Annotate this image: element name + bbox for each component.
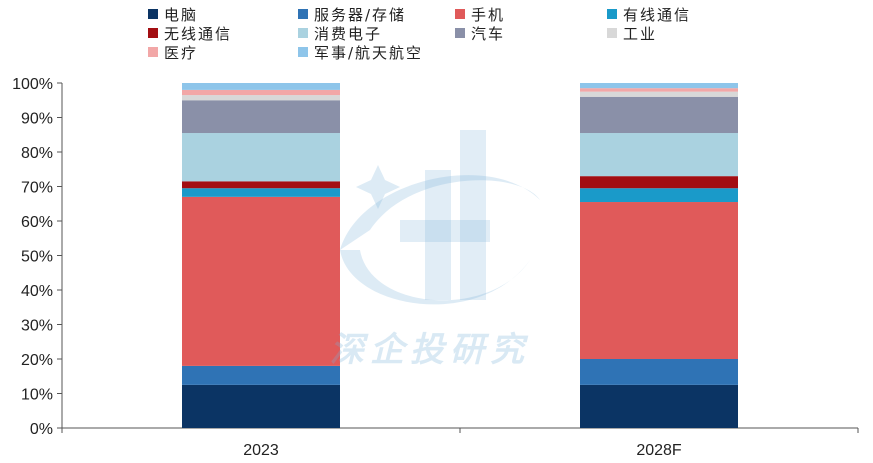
legend-item: 无线通信 bbox=[148, 23, 232, 43]
legend-swatch bbox=[607, 28, 617, 38]
legend-label: 有线通信 bbox=[623, 5, 692, 24]
bar-segment bbox=[182, 83, 340, 90]
bar-segment bbox=[182, 100, 340, 134]
bar-segment bbox=[580, 188, 738, 203]
bar-segment bbox=[580, 202, 738, 359]
legend-label: 电脑 bbox=[164, 5, 199, 24]
legend-item: 工业 bbox=[607, 23, 657, 43]
bar-segment bbox=[182, 133, 340, 182]
x-axis: 2023 2028F bbox=[61, 427, 859, 459]
bar-segment bbox=[182, 188, 340, 197]
legend: 电脑 服务器/存储 手机 有线通信无线通信 消费电子 汽车 工业医疗 军事/航天航空 bbox=[0, 0, 873, 66]
y-axis: 0% 10% 20% 30% 40% 50% 60% 70% 80% 90% 100% bbox=[12, 76, 63, 438]
legend-swatch bbox=[455, 28, 465, 38]
legend-swatch bbox=[298, 47, 308, 57]
x-category-label: 2023 bbox=[243, 442, 279, 459]
bar-segment bbox=[580, 359, 738, 385]
legend-label: 工业 bbox=[623, 24, 658, 43]
legend-item: 电脑 bbox=[148, 4, 198, 24]
legend-item: 消费电子 bbox=[298, 23, 382, 43]
legend-swatch bbox=[148, 9, 158, 19]
legend-swatch bbox=[607, 9, 617, 19]
legend-label: 消费电子 bbox=[314, 24, 383, 43]
legend-label: 无线通信 bbox=[164, 24, 233, 43]
y-tick-label: 90% bbox=[21, 111, 53, 128]
y-tick-label: 70% bbox=[21, 180, 53, 197]
legend-item: 服务器/存储 bbox=[298, 4, 406, 24]
bar-segment bbox=[182, 89, 340, 96]
bar-segment bbox=[580, 83, 738, 89]
legend-item: 手机 bbox=[455, 4, 505, 24]
legend-item: 军事/航天航空 bbox=[298, 42, 423, 62]
bar-segment bbox=[580, 384, 738, 428]
legend-item: 汽车 bbox=[455, 23, 505, 43]
legend-swatch bbox=[298, 28, 308, 38]
y-tick-label: 10% bbox=[21, 387, 53, 404]
legend-swatch bbox=[298, 9, 308, 19]
bar-segment bbox=[182, 365, 340, 385]
legend-item: 有线通信 bbox=[607, 4, 691, 24]
y-tick-label: 80% bbox=[21, 145, 53, 162]
bar-segment bbox=[580, 91, 738, 97]
y-tick-label: 50% bbox=[21, 249, 53, 266]
bars bbox=[182, 83, 738, 428]
bar-segment bbox=[580, 133, 738, 177]
bar-segment bbox=[182, 196, 340, 366]
legend-swatch bbox=[148, 47, 158, 57]
bar-segment bbox=[580, 176, 738, 189]
bar-segment bbox=[182, 95, 340, 101]
legend-swatch bbox=[148, 28, 158, 38]
watermark-text: 深企投研究 bbox=[330, 330, 530, 370]
y-tick-label: 30% bbox=[21, 318, 53, 335]
bar-segment bbox=[580, 96, 738, 134]
legend-label: 医疗 bbox=[164, 43, 199, 62]
y-tick-label: 0% bbox=[30, 421, 53, 438]
legend-label: 服务器/存储 bbox=[314, 5, 407, 24]
y-tick-label: 40% bbox=[21, 283, 53, 300]
bar-segment bbox=[182, 384, 340, 428]
legend-label: 汽车 bbox=[471, 24, 506, 43]
bar-segment bbox=[182, 181, 340, 189]
y-tick-label: 20% bbox=[21, 352, 53, 369]
legend-label: 手机 bbox=[471, 5, 506, 24]
y-tick-label: 60% bbox=[21, 214, 53, 231]
legend-swatch bbox=[455, 9, 465, 19]
legend-label: 军事/航天航空 bbox=[314, 43, 424, 62]
y-tick-label: 100% bbox=[12, 76, 53, 93]
legend-item: 医疗 bbox=[148, 42, 198, 62]
x-category-label: 2028F bbox=[636, 442, 682, 459]
bar-segment bbox=[580, 88, 738, 92]
